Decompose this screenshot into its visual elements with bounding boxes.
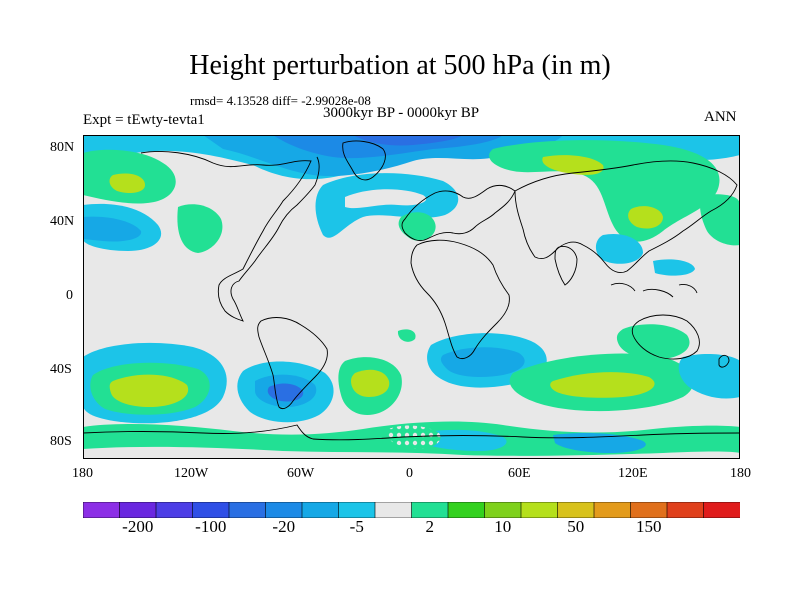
contour-indian-midblue [440,347,525,377]
coastlines [83,140,740,441]
lat-label-80n: 80N [50,140,75,155]
lon-label-120w: 120W [174,466,209,481]
colorbar-label: 150 [636,517,662,536]
colorbar-label: 10 [494,517,512,536]
contour-antarctic-neutral [83,446,740,459]
contour-npac-midblue [83,216,142,242]
lon-label-180w: 180 [72,466,93,481]
contour-wpac-blue [653,259,695,276]
colorbar-swatch [703,501,741,519]
coastline-australia [631,314,700,360]
colorbar-swatch [301,501,340,519]
colorbar-swatch [192,501,230,519]
contour-spac-yellowgreen [109,374,189,407]
lon-label-0: 0 [406,466,413,481]
colorbar-swatch [155,501,194,519]
contour-arctic-deepblue [353,135,463,146]
period-label: 3000kyr BP - 0000kyr BP [323,105,480,121]
colorbar-swatch [338,501,376,519]
colorbar-label: 50 [567,517,585,536]
colorbar-label: 2 [425,517,435,536]
lat-label-40s: 40S [50,362,72,377]
colorbar-swatch [119,501,157,519]
contour-europe-green [398,212,436,241]
contour-natl-blue [315,173,459,238]
contour-asia-yellowgreen [542,155,604,175]
season-label: ANN [704,109,737,125]
chart-title: Height perturbation at 500 hPa (in m) [189,50,611,81]
lon-label-180e: 180 [730,466,751,481]
colorbar-swatch [265,501,303,519]
colorbar-swatch [593,501,632,519]
colorbar-label: -100 [195,517,227,536]
contour-indian-green-small [397,329,416,342]
colorbar-swatch [411,501,449,519]
lon-label-60e: 60E [508,466,531,481]
coastline-greenland [342,140,386,181]
coastline-new-zealand [718,354,730,368]
coastline-islands [610,282,698,298]
contour-natl-neutral-core [345,189,427,209]
lat-label-40n: 40N [50,214,75,229]
colorbar-swatch [228,501,267,519]
colorbar-swatch [666,501,705,519]
coastline-south-america [257,317,328,410]
lon-label-60w: 60W [287,466,315,481]
lat-label-equator: 0 [66,288,73,303]
colorbar-swatch [374,501,413,519]
map-border [83,135,740,459]
colorbar-label: -200 [122,517,154,536]
contour-eastasia-blue [595,233,643,264]
lat-label-80s: 80S [50,434,72,449]
colorbar-svg [82,501,741,519]
coastline-antarctica [83,424,740,441]
colorbar-label: -20 [272,517,296,536]
coastline-europe [401,184,516,242]
contour-antarctic-hatch [387,425,441,449]
lon-label-120e: 120E [618,466,648,481]
colorbar-swatch [520,501,559,519]
contour-sepac-blue [678,354,740,399]
contour-nepac-green [700,194,740,246]
map-panel [83,135,740,459]
contour-antarctic-blue [553,433,646,453]
colorbar-swatch [557,501,595,519]
contour-satl-yellowgreen [351,369,390,397]
contour-sindian-yellowgreen [550,372,655,398]
rmsd-stats: rmsd= 4.13528 diff= -2.99028e-08 [190,93,371,108]
coastline-africa [410,239,510,360]
colorbar-swatch [630,501,668,519]
contour-namerica-green [177,204,223,253]
contour-npac-yellowgreen [109,173,145,193]
coastline-north-america [140,151,320,322]
colorbar-swatch [447,501,486,519]
contour-australia-green [616,324,690,360]
colorbar [82,501,741,519]
coastline-asia [514,160,738,274]
colorbar-swatch [484,501,522,519]
map-svg [83,135,740,459]
experiment-label: Expt = tEwty-tevta1 [83,112,205,128]
coastline-india [554,246,578,286]
contour-eastasia-yellow [628,206,663,229]
colorbar-label: -5 [349,517,364,536]
colorbar-swatch [82,501,121,519]
